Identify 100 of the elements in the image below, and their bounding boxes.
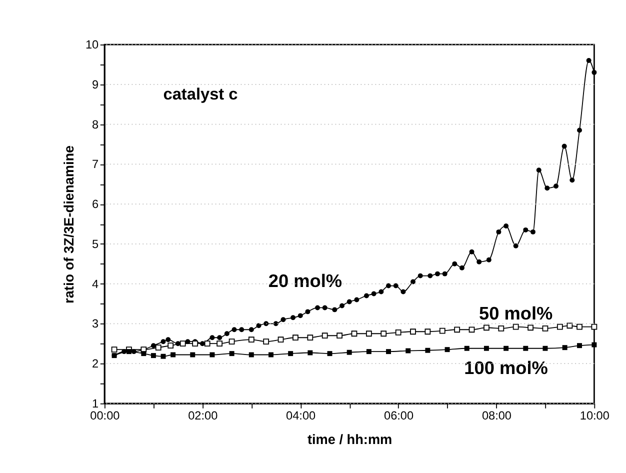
point (150, 343, 156, 348)
x-axis-title: time / hh:mm (307, 432, 392, 447)
point (424, 328, 431, 335)
x-tick-label: 02:00 (188, 408, 218, 422)
point (512, 324, 519, 330)
y-tick-label: 2 (92, 356, 99, 371)
point (562, 144, 567, 149)
point (504, 223, 509, 228)
point (562, 345, 568, 350)
y-axis-title: ratio of 3Z/3E-dienamine (62, 144, 77, 304)
point (439, 328, 446, 334)
point (464, 346, 470, 351)
point (592, 70, 597, 75)
point (454, 326, 460, 333)
point (366, 349, 372, 354)
point (536, 168, 542, 173)
y-tick-label: 3 (92, 316, 100, 331)
point (486, 257, 492, 262)
point (190, 352, 196, 358)
point (566, 322, 573, 329)
point (428, 273, 433, 278)
point (410, 279, 416, 284)
point (591, 324, 598, 330)
point (530, 229, 536, 234)
point (307, 334, 314, 341)
point (577, 343, 582, 348)
point (280, 317, 286, 322)
point (435, 271, 440, 276)
point (380, 330, 387, 337)
point (504, 346, 509, 351)
series-label: 20 mol% (268, 271, 342, 292)
point (332, 307, 338, 312)
point (322, 332, 328, 339)
y-tick-label: 6 (92, 197, 100, 212)
point (111, 346, 118, 353)
point (400, 289, 406, 294)
point (290, 315, 296, 320)
point (180, 340, 186, 347)
point (288, 351, 294, 356)
point (224, 331, 230, 336)
point (305, 309, 310, 314)
point (395, 329, 402, 336)
point (232, 327, 237, 332)
point (476, 259, 482, 264)
point (366, 330, 372, 337)
point (556, 324, 563, 330)
point (308, 350, 313, 356)
point (570, 178, 575, 183)
point (393, 283, 398, 288)
point (204, 340, 210, 347)
point (577, 128, 582, 133)
point (340, 303, 344, 308)
point (298, 313, 303, 318)
y-tick-label: 5 (92, 236, 100, 251)
point (528, 324, 534, 331)
point (542, 346, 548, 351)
point (468, 326, 475, 333)
point (256, 323, 262, 328)
point (327, 351, 332, 356)
point (239, 327, 244, 332)
point (544, 186, 550, 191)
x-tick-label: 04:00 (286, 408, 316, 422)
point (166, 337, 171, 342)
point (263, 338, 270, 345)
y-tick-label: 7 (92, 157, 99, 172)
point (586, 58, 592, 63)
point (386, 349, 392, 354)
point (248, 327, 254, 332)
point (155, 344, 162, 351)
x-tick-label: 08:00 (482, 408, 512, 422)
y-tick-label: 9 (92, 77, 99, 92)
point (576, 324, 582, 330)
point (386, 283, 392, 288)
point (160, 354, 166, 359)
x-tick-label: 06:00 (384, 408, 414, 422)
point (264, 321, 269, 326)
point (292, 334, 298, 341)
x-tick-label: 00:00 (90, 408, 120, 422)
series-label: 100 mol% (464, 358, 548, 378)
point (523, 227, 528, 232)
point (592, 342, 597, 348)
point (228, 338, 235, 345)
point (168, 342, 174, 349)
point (484, 324, 490, 331)
point (484, 346, 489, 351)
point (523, 346, 528, 351)
point (351, 330, 358, 337)
point (498, 325, 504, 332)
x-tick-label: 10:00 (580, 408, 610, 422)
point (452, 261, 458, 266)
point (268, 352, 274, 358)
point (418, 273, 423, 278)
annotation: catalyst c (163, 85, 238, 104)
point (513, 243, 518, 248)
y-tick-label: 4 (92, 276, 100, 291)
point (248, 352, 254, 358)
point (378, 289, 384, 294)
point (459, 265, 464, 270)
point (542, 325, 548, 332)
y-tick-label: 1 (92, 396, 99, 410)
